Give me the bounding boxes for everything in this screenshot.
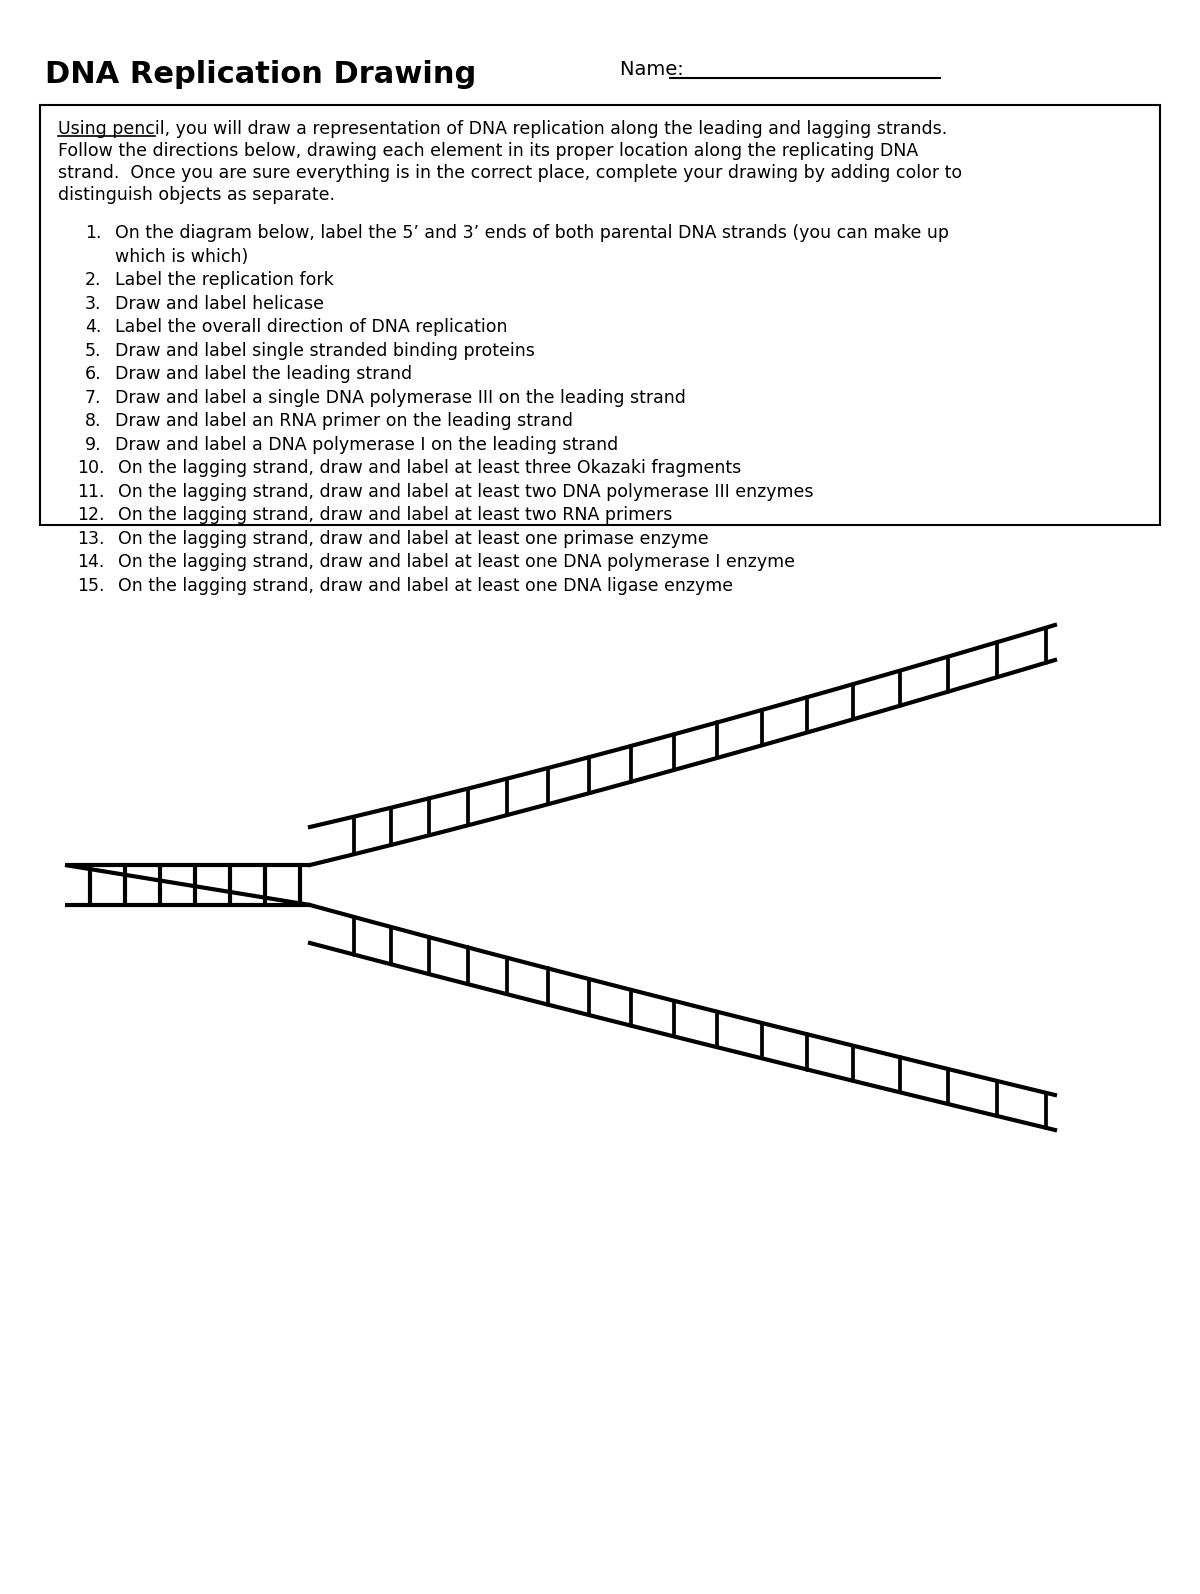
- Text: 15.: 15.: [77, 577, 104, 595]
- Text: Draw and label an RNA primer on the leading strand: Draw and label an RNA primer on the lead…: [115, 411, 574, 430]
- Text: On the lagging strand, draw and label at least two RNA primers: On the lagging strand, draw and label at…: [118, 505, 672, 524]
- Text: 12.: 12.: [77, 505, 104, 524]
- Text: 2.: 2.: [85, 271, 102, 289]
- Text: Label the replication fork: Label the replication fork: [115, 271, 334, 289]
- Text: Draw and label single stranded binding proteins: Draw and label single stranded binding p…: [115, 341, 535, 360]
- Text: Draw and label a single DNA polymerase III on the leading strand: Draw and label a single DNA polymerase I…: [115, 389, 686, 406]
- Text: 5.: 5.: [85, 341, 102, 360]
- Text: distinguish objects as separate.: distinguish objects as separate.: [58, 186, 335, 204]
- Text: On the lagging strand, draw and label at least one DNA ligase enzyme: On the lagging strand, draw and label at…: [118, 577, 733, 595]
- Text: DNA Replication Drawing: DNA Replication Drawing: [46, 61, 476, 89]
- Text: On the diagram below, label the 5’ and 3’ ends of both parental DNA strands (you: On the diagram below, label the 5’ and 3…: [115, 225, 949, 242]
- Text: Draw and label helicase: Draw and label helicase: [115, 295, 324, 312]
- Text: 7.: 7.: [85, 389, 102, 406]
- Text: On the lagging strand, draw and label at least three Okazaki fragments: On the lagging strand, draw and label at…: [118, 459, 742, 477]
- Text: strand.  Once you are sure everything is in the correct place, complete your dra: strand. Once you are sure everything is …: [58, 164, 962, 182]
- Text: On the lagging strand, draw and label at least one DNA polymerase I enzyme: On the lagging strand, draw and label at…: [118, 553, 796, 571]
- Text: 9.: 9.: [85, 435, 102, 454]
- Text: Follow the directions below, drawing each element in its proper location along t: Follow the directions below, drawing eac…: [58, 142, 918, 159]
- Text: Name:: Name:: [620, 61, 690, 80]
- Text: 13.: 13.: [77, 529, 104, 547]
- FancyBboxPatch shape: [40, 105, 1160, 524]
- Text: Using pencil, you will draw a representation of DNA replication along the leadin: Using pencil, you will draw a representa…: [58, 120, 947, 139]
- Text: Draw and label a DNA polymerase I on the leading strand: Draw and label a DNA polymerase I on the…: [115, 435, 618, 454]
- Text: 4.: 4.: [85, 317, 101, 336]
- Text: On the lagging strand, draw and label at least one primase enzyme: On the lagging strand, draw and label at…: [118, 529, 709, 547]
- Text: 1.: 1.: [85, 225, 102, 242]
- Text: 14.: 14.: [77, 553, 104, 571]
- Text: which is which): which is which): [115, 247, 248, 266]
- Text: On the lagging strand, draw and label at least two DNA polymerase III enzymes: On the lagging strand, draw and label at…: [118, 483, 814, 501]
- Text: Draw and label the leading strand: Draw and label the leading strand: [115, 365, 412, 383]
- Text: 8.: 8.: [85, 411, 102, 430]
- Text: 3.: 3.: [85, 295, 102, 312]
- Text: 6.: 6.: [85, 365, 102, 383]
- Text: 11.: 11.: [77, 483, 104, 501]
- Text: 10.: 10.: [77, 459, 104, 477]
- Text: Label the overall direction of DNA replication: Label the overall direction of DNA repli…: [115, 317, 508, 336]
